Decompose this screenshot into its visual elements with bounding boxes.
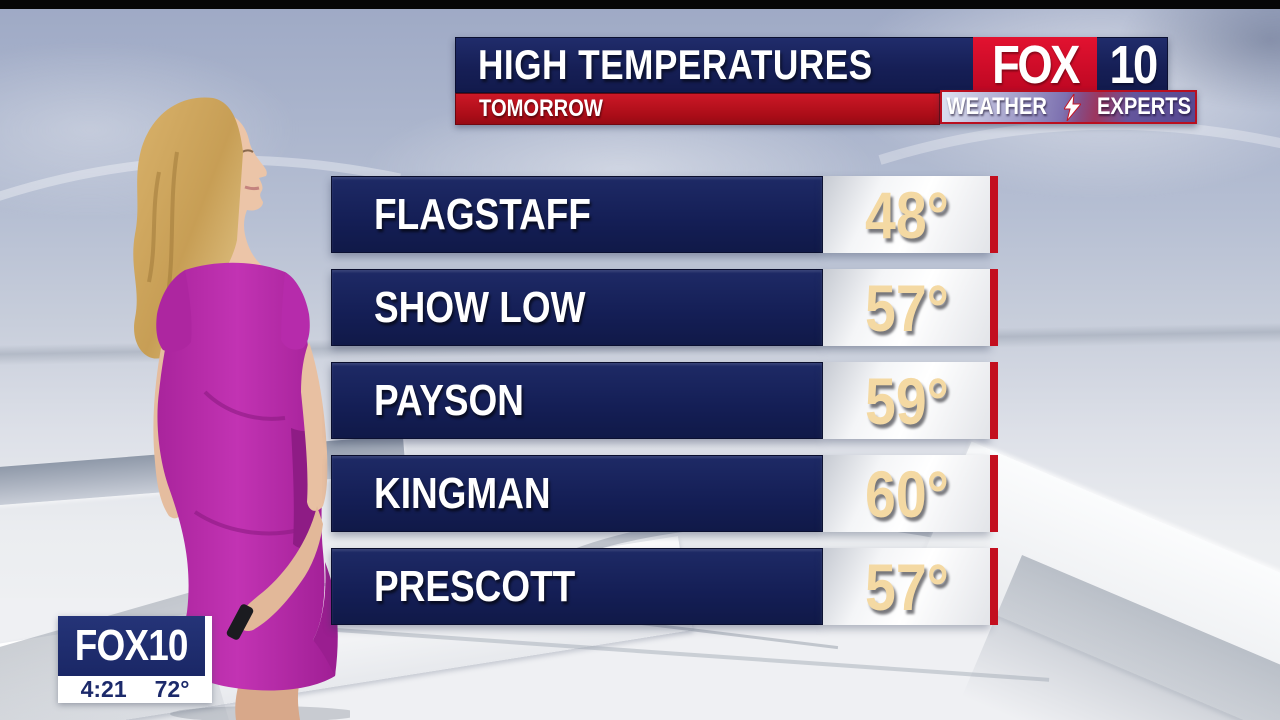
red-accent-stripe bbox=[990, 176, 998, 253]
weather-experts-banner: WEATHER EXPERTS bbox=[940, 90, 1197, 124]
presenter-right-sleeve bbox=[281, 272, 310, 350]
temp-panel: 48° bbox=[823, 176, 990, 253]
city-bar: KINGMAN bbox=[331, 455, 823, 532]
channel-number: 10 bbox=[1109, 35, 1158, 95]
city-bar: PAYSON bbox=[331, 362, 823, 439]
presenter-dress-folds bbox=[193, 390, 300, 536]
current-temp: 72° bbox=[154, 676, 190, 702]
red-accent-stripe bbox=[990, 455, 998, 532]
letterbox-bar bbox=[0, 0, 1280, 9]
station-bug-text: FOX10 bbox=[75, 621, 189, 670]
red-accent-stripe bbox=[990, 548, 998, 625]
weather-presenter bbox=[133, 97, 350, 720]
presenter-right-arm bbox=[301, 342, 328, 511]
temp-value: 57° bbox=[864, 549, 949, 624]
temp-panel: 59° bbox=[823, 362, 990, 439]
temp-panel: 57° bbox=[823, 548, 990, 625]
clock-time: 4:21 bbox=[80, 676, 127, 702]
city-bar: PRESCOTT bbox=[331, 548, 823, 625]
city-name: SHOW LOW bbox=[374, 282, 586, 332]
temp-value: 59° bbox=[864, 363, 949, 438]
experts-label: EXPERTS bbox=[1096, 93, 1191, 120]
temp-row: SHOW LOW 57° bbox=[331, 269, 998, 346]
city-name: PAYSON bbox=[374, 375, 524, 425]
fox-logo-channel: 10 bbox=[1097, 35, 1169, 95]
temp-row: PAYSON 59° bbox=[331, 362, 998, 439]
header-subtitle: TOMORROW bbox=[479, 95, 603, 122]
weather-label: WEATHER bbox=[946, 93, 1048, 120]
presenter-lips bbox=[244, 185, 260, 191]
station-bug-info: 4:21 72° bbox=[58, 676, 212, 703]
fox-logo-text: FOX bbox=[992, 35, 1080, 95]
temp-value: 60° bbox=[864, 456, 949, 531]
red-accent-stripe bbox=[990, 362, 998, 439]
city-name: FLAGSTAFF bbox=[374, 189, 591, 239]
temp-value: 57° bbox=[864, 270, 949, 345]
city-bar: FLAGSTAFF bbox=[331, 176, 823, 253]
temp-panel: 57° bbox=[823, 269, 990, 346]
station-bug: FOX10 4:21 72° bbox=[58, 616, 212, 703]
city-name: KINGMAN bbox=[374, 468, 551, 518]
city-bar: SHOW LOW bbox=[331, 269, 823, 346]
temp-row: FLAGSTAFF 48° bbox=[331, 176, 998, 253]
temp-panel: 60° bbox=[823, 455, 990, 532]
temp-row: PRESCOTT 57° bbox=[331, 548, 998, 625]
presenter-remote bbox=[226, 604, 254, 640]
presenter-eyebrow bbox=[241, 149, 254, 153]
red-accent-stripe bbox=[990, 269, 998, 346]
page-title: HIGH TEMPERATURES bbox=[478, 41, 873, 88]
fox-logo-red-box: FOX bbox=[973, 35, 1097, 95]
header-subtitle-bar: TOMORROW bbox=[455, 93, 940, 125]
presenter-forearm bbox=[237, 506, 323, 632]
station-bug-logo: FOX10 bbox=[58, 616, 205, 676]
presenter-left-sleeve bbox=[156, 270, 192, 352]
fox10-logo: FOX 10 bbox=[973, 35, 1169, 95]
temp-row: KINGMAN 60° bbox=[331, 455, 998, 532]
city-name: PRESCOTT bbox=[374, 561, 576, 611]
temp-value: 48° bbox=[864, 177, 949, 252]
lightning-bolt-icon bbox=[1063, 93, 1081, 121]
